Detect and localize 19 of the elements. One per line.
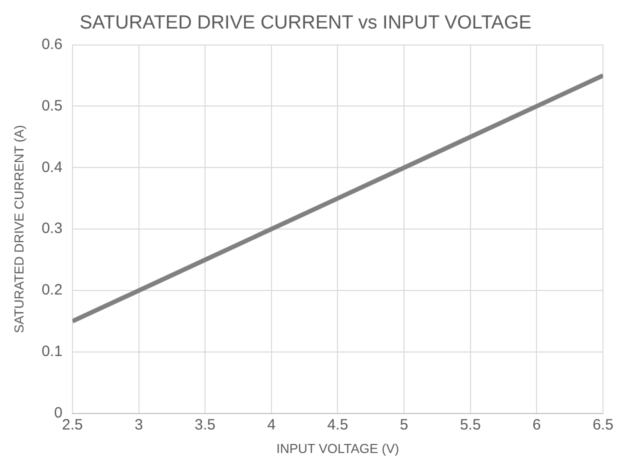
y-tick-label: 0.3 <box>42 220 62 238</box>
y-tick-label: 0.6 <box>42 36 62 53</box>
x-tick-label: 6.5 <box>592 416 614 434</box>
x-tick-label: 2.5 <box>62 416 83 434</box>
x-tick-label: 3 <box>134 416 143 434</box>
y-tick-label: 0.4 <box>42 158 62 176</box>
x-tick-label: 4 <box>267 416 276 434</box>
x-tick-label: 4.5 <box>327 416 348 434</box>
y-tick-label: 0 <box>54 404 62 422</box>
x-tick-label: 5 <box>400 416 408 434</box>
y-axis-title: SATURATED DRIVE CURRENT (A) <box>11 125 26 334</box>
y-tick-label: 0.1 <box>42 343 62 360</box>
y-tick-label: 0.2 <box>42 282 62 299</box>
x-axis-title: INPUT VOLTAGE (V) <box>276 440 400 456</box>
chart-title: SATURATED DRIVE CURRENT vs INPUT VOLTAGE <box>80 12 532 34</box>
x-tick-label: 6 <box>532 416 541 434</box>
x-tick-label: 3.5 <box>194 416 216 434</box>
y-tick-label: 0.5 <box>42 97 62 114</box>
x-tick-label: 5.5 <box>460 416 481 434</box>
